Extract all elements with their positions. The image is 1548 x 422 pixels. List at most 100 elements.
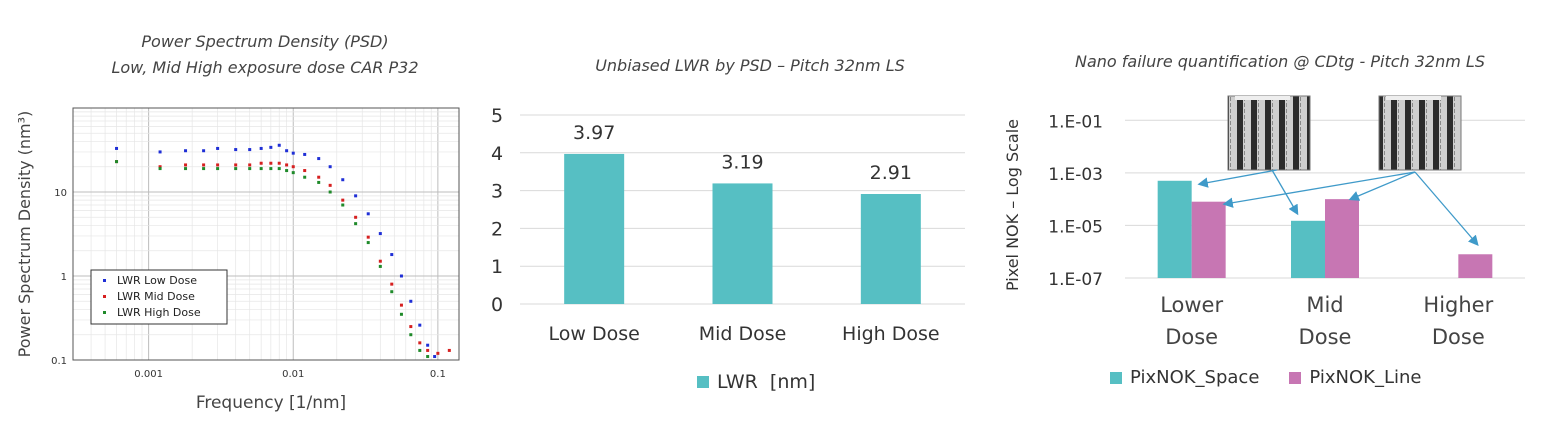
psd-point: [354, 222, 358, 226]
lwr-x-tick-label: Mid Dose: [699, 323, 787, 345]
psd-plot: 0.001 0.01 0.1 0.1 1 10 Frequency [1/nm] Powe…: [15, 107, 460, 413]
nano-x-tick-label: Mid: [1306, 293, 1343, 317]
psd-point: [158, 150, 162, 154]
nano-legend-swatch-space: [1110, 371, 1122, 384]
psd-point: [317, 180, 321, 184]
nano-x-tick-label: Higher: [1423, 293, 1493, 317]
lwr-legend-label: LWR [nm]: [717, 371, 816, 393]
nano-bar: [1291, 220, 1325, 278]
psd-point: [285, 149, 289, 153]
nano-y-tick-label: 1.E-05: [1048, 217, 1103, 237]
psd-legend-marker: [103, 279, 106, 282]
psd-point: [248, 163, 252, 167]
psd-point: [366, 212, 370, 216]
psd-point: [291, 151, 295, 155]
psd-point: [158, 167, 162, 171]
psd-point: [202, 167, 206, 171]
psd-point: [234, 167, 238, 171]
psd-chart-panel: Power Spectrum Density (PSD) Low, Mid Hi…: [0, 0, 475, 422]
nano-y-tick-label: 1.E-07: [1048, 270, 1103, 290]
psd-point: [291, 165, 295, 169]
psd-point: [436, 351, 440, 355]
psd-y-tick-label: 0.1: [51, 356, 67, 367]
nano-chart-panel: Nano failure quantification @ CDtg - Pit…: [985, 0, 1548, 422]
nano-legend-swatch-line: [1289, 371, 1302, 384]
nano-y-axis-label: Pixel NOK – Log Scale: [1003, 119, 1022, 291]
psd-point: [202, 149, 206, 153]
psd-point: [328, 165, 332, 169]
psd-point: [277, 161, 281, 165]
psd-point: [341, 203, 345, 207]
psd-point: [303, 169, 307, 173]
psd-point: [426, 355, 430, 359]
psd-point: [409, 299, 413, 303]
nano-bar: [1157, 180, 1192, 278]
psd-point: [234, 163, 238, 167]
psd-point: [354, 215, 358, 219]
psd-point: [399, 312, 403, 316]
lwr-data-label: 3.97: [573, 122, 615, 144]
psd-legend: LWR Low Dose LWR Mid Dose LWR High Dose: [90, 269, 228, 325]
psd-point: [184, 167, 188, 171]
psd-point: [248, 167, 252, 171]
psd-point: [259, 167, 263, 171]
psd-y-axis-label: Power Spectrum Density (nm³): [15, 111, 34, 358]
psd-point: [234, 148, 238, 152]
lwr-data-label: 3.19: [721, 151, 763, 173]
nano-legend-label-line: PixNOK_Line: [1309, 367, 1422, 388]
nano-legend-label-space: PixNOK_Space: [1130, 367, 1260, 388]
psd-x-tick-label: 0.01: [282, 369, 304, 380]
psd-point: [269, 167, 273, 171]
lwr-x-tick-label: High Dose: [842, 323, 940, 345]
lwr-y-tick-label: 5: [491, 105, 503, 127]
psd-x-tick-label: 0.001: [134, 369, 163, 380]
psd-x-axis-label: Frequency [1/nm]: [196, 393, 346, 413]
lwr-chart-panel: Unbiased LWR by PSD – Pitch 32nm LS 0 1 2 3…: [475, 0, 985, 422]
psd-point: [184, 149, 188, 153]
psd-point: [158, 165, 162, 169]
psd-point: [399, 274, 403, 278]
psd-point: [328, 183, 332, 187]
lwr-y-tick-label: 3: [491, 181, 503, 203]
annotation-arrows: [1197, 169, 1479, 246]
psd-point: [269, 161, 273, 165]
nano-y-tick-label: 1.E-03: [1048, 165, 1103, 185]
lwr-legend: LWR [nm]: [697, 371, 815, 393]
psd-point: [248, 148, 252, 152]
psd-point: [409, 325, 413, 329]
psd-point: [216, 163, 220, 167]
psd-point: [317, 175, 321, 179]
psd-point: [399, 303, 403, 307]
psd-point: [390, 282, 394, 286]
psd-point: [291, 171, 295, 175]
psd-point: [285, 163, 289, 167]
psd-plot-frame: [72, 107, 460, 361]
psd-point: [277, 143, 281, 147]
psd-point: [390, 253, 394, 257]
psd-chart-title: Power Spectrum Density (PSD): [141, 32, 389, 51]
psd-point: [259, 161, 263, 165]
lwr-y-tick-label: 1: [491, 256, 503, 278]
nano-y-tick-label: 1.E-01: [1048, 112, 1103, 132]
psd-chart-subtitle: Low, Mid High exposure dose CAR P32: [111, 58, 419, 77]
psd-point: [115, 146, 119, 150]
psd-point: [285, 169, 289, 173]
psd-point: [418, 341, 422, 345]
psd-point: [328, 190, 332, 194]
psd-point: [366, 235, 370, 239]
psd-point: [341, 178, 345, 182]
nano-bar: [1191, 201, 1226, 278]
psd-point: [341, 198, 345, 202]
sem-image-left: [1227, 95, 1311, 171]
psd-point: [447, 348, 451, 352]
nano-x-tick-label: Dose: [1165, 325, 1218, 349]
lwr-bar: [564, 153, 625, 304]
nano-x-tick-label: Dose: [1299, 325, 1352, 349]
psd-legend-label: LWR Mid Dose: [117, 290, 195, 303]
psd-point: [378, 232, 382, 236]
psd-point: [216, 167, 220, 171]
psd-point: [390, 290, 394, 294]
nano-plot: 1.E-01 1.E-03 1.E-05 1.E-07 Lower Dose Mid Dose…: [1003, 95, 1525, 349]
nano-bar: [1458, 254, 1493, 278]
nano-chart-title: Nano failure quantification @ CDtg - Pit…: [1075, 52, 1485, 71]
